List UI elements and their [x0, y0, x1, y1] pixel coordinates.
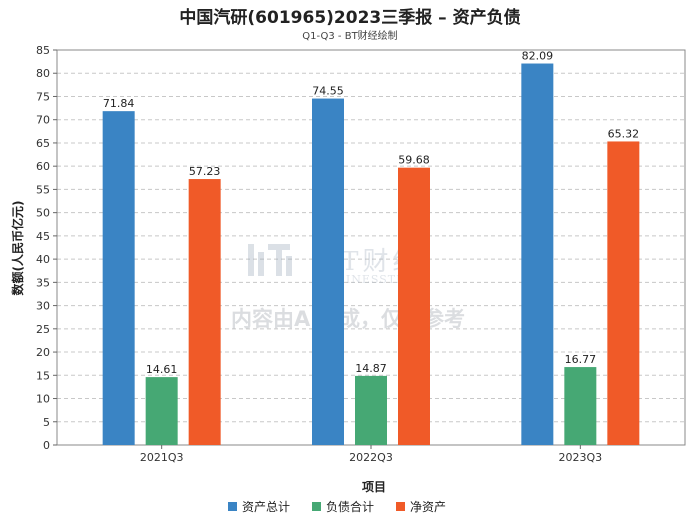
y-tick-label: 10 — [36, 393, 50, 406]
y-tick-label: 60 — [36, 160, 50, 173]
chart-title: 中国汽研(601965)2023三季报 – 资产负债 — [179, 8, 521, 28]
y-tick-label: 70 — [36, 114, 50, 127]
bar — [398, 167, 430, 446]
y-axis-title: 数额(人民币亿元) — [10, 201, 25, 296]
y-tick-label: 5 — [43, 416, 50, 429]
legend-label: 负债合计 — [326, 499, 374, 514]
data-label: 65.32 — [608, 127, 640, 140]
data-label: 14.87 — [355, 362, 387, 375]
data-label: 57.23 — [189, 165, 221, 178]
y-tick-label: 55 — [36, 183, 50, 196]
y-axis: 0 5 10 15 20 25 30 35 40 45 50 55 60 65 70 75 80 85 — [36, 44, 57, 452]
data-label: 71.84 — [103, 97, 135, 110]
y-tick-label: 40 — [36, 253, 50, 266]
y-tick-label: 30 — [36, 300, 50, 313]
x-tick-label: 2021Q3 — [140, 451, 184, 464]
legend-swatch — [396, 502, 405, 511]
x-tick-label: 2022Q3 — [349, 451, 393, 464]
bar — [145, 377, 178, 445]
y-tick-label: 50 — [36, 207, 50, 220]
chart-subtitle: Q1-Q3 - BT财经绘制 — [302, 31, 398, 42]
bar — [188, 179, 221, 445]
data-label: 59.68 — [398, 154, 430, 167]
bar — [564, 367, 597, 445]
y-tick-label: 85 — [36, 44, 50, 57]
x-tick-label: 2023Q3 — [559, 451, 603, 464]
legend: 资产总计 负债合计 净资产 — [228, 499, 446, 514]
y-tick-label: 15 — [36, 369, 50, 382]
y-tick-label: 35 — [36, 276, 50, 289]
legend-swatch — [312, 502, 321, 511]
data-label: 82.09 — [522, 50, 554, 63]
legend-label: 资产总计 — [242, 500, 290, 514]
y-tick-label: 45 — [36, 230, 50, 243]
y-tick-label: 65 — [36, 137, 50, 150]
y-tick-label: 0 — [43, 439, 50, 452]
x-axis-title: 项目 — [362, 480, 386, 494]
bar — [312, 98, 344, 445]
y-tick-label: 25 — [36, 323, 50, 336]
legend-swatch — [228, 502, 237, 511]
data-label: 14.61 — [146, 363, 178, 376]
bar — [521, 63, 554, 445]
legend-label: 净资产 — [410, 500, 446, 514]
y-tick-label: 80 — [36, 67, 50, 80]
bar — [355, 375, 387, 445]
bar — [607, 141, 640, 446]
y-tick-label: 75 — [36, 90, 50, 103]
data-label: 16.77 — [565, 353, 597, 366]
bar — [102, 111, 135, 445]
x-axis: 2021Q3 2022Q3 2023Q3 — [140, 445, 602, 464]
bars: 71.84 14.61 57.23 74.55 14.87 59.68 82.09 16.77… — [102, 50, 640, 446]
watermark-logo-icon — [248, 244, 292, 276]
data-label: 74.55 — [312, 85, 344, 98]
y-tick-label: 20 — [36, 346, 50, 359]
